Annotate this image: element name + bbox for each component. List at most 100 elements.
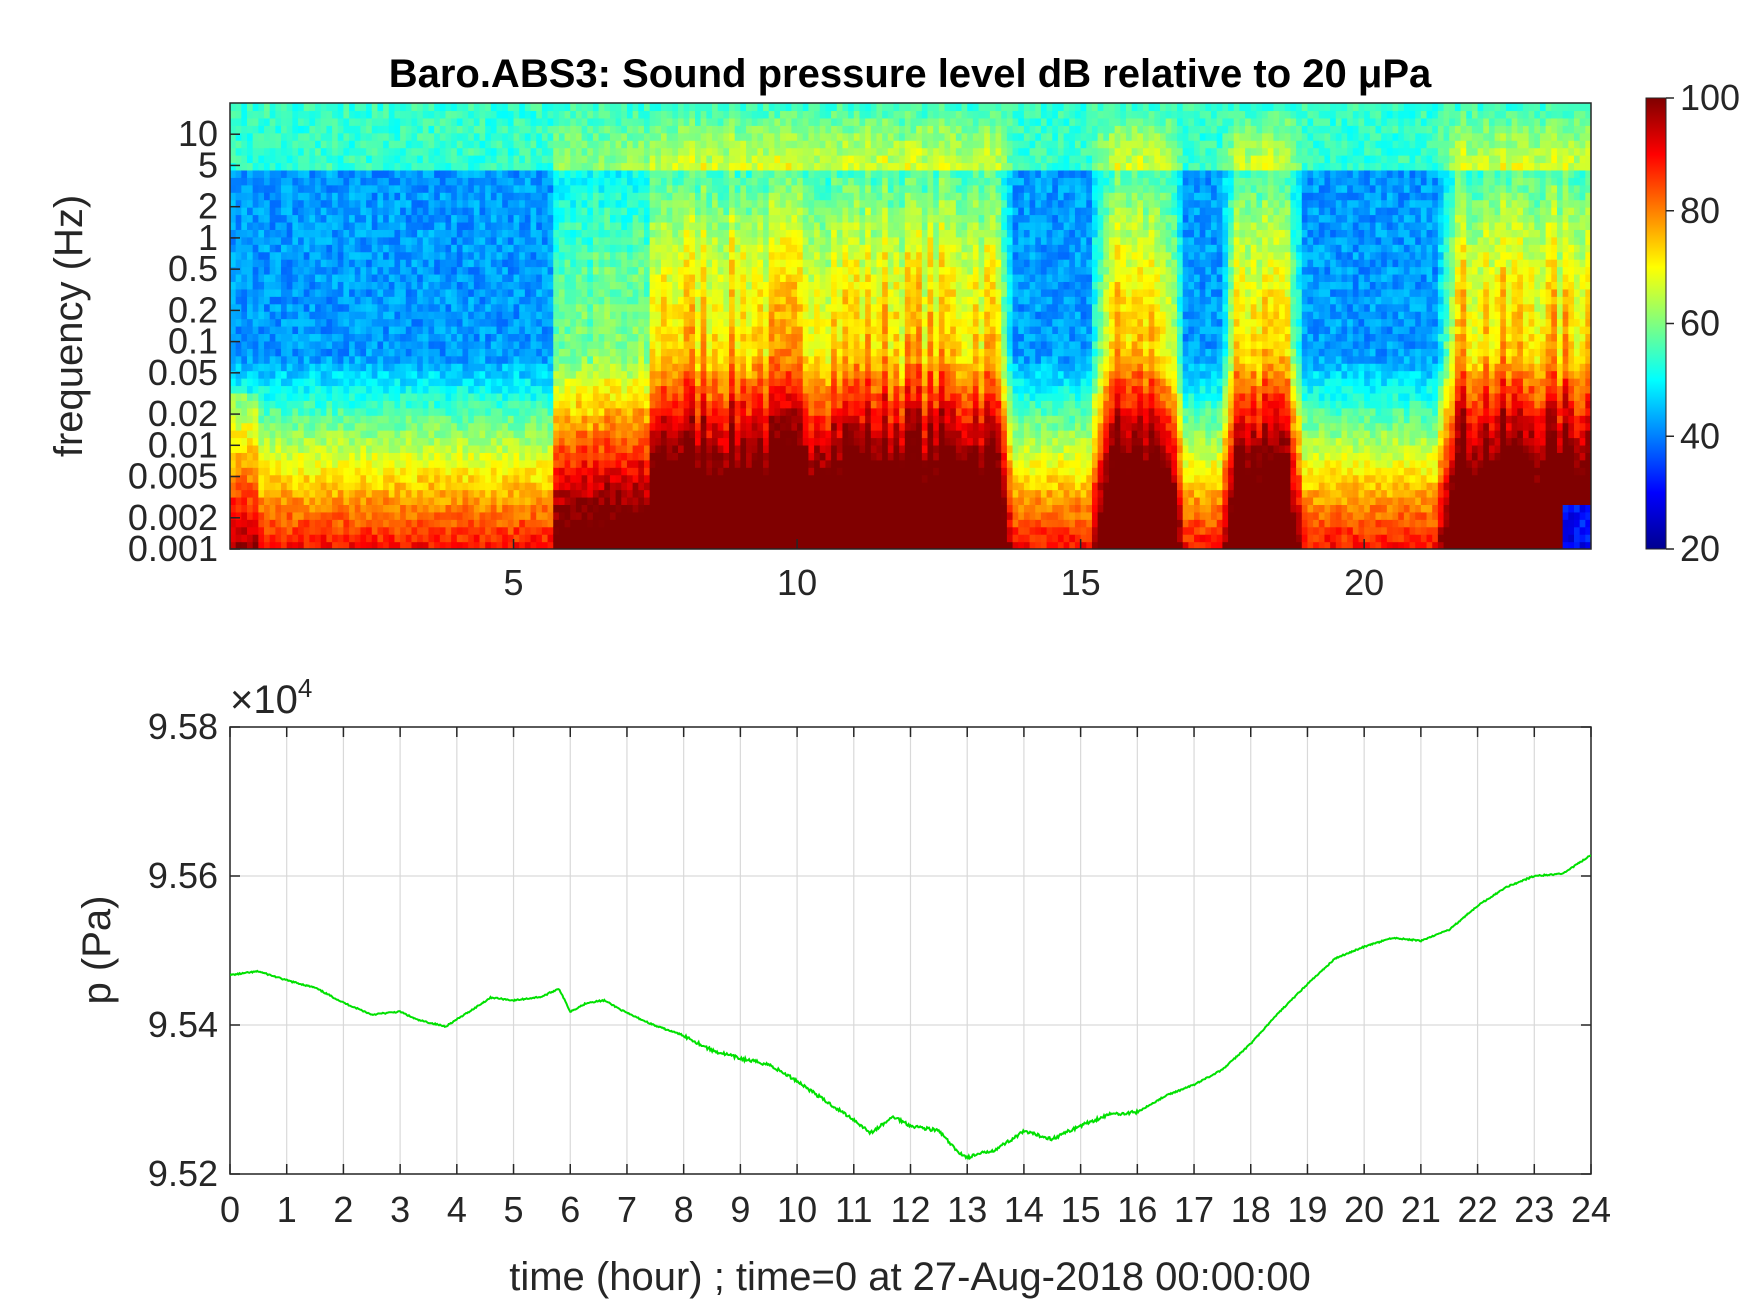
spectrogram-cell bbox=[428, 489, 435, 498]
spectrogram-cell bbox=[632, 363, 639, 372]
spectrogram-cell bbox=[332, 266, 339, 275]
spectrogram-cell bbox=[632, 244, 639, 253]
spectrogram-cell bbox=[564, 541, 571, 549]
spectrogram-cell bbox=[235, 363, 242, 372]
spectrogram-cell bbox=[337, 110, 345, 119]
spectrogram-cell bbox=[660, 489, 668, 498]
spectrogram-cell bbox=[575, 288, 583, 297]
spectrogram-cell bbox=[337, 169, 345, 178]
spectrogram-cell bbox=[388, 288, 396, 297]
spectrogram-cell bbox=[666, 444, 673, 453]
spectrogram-cell bbox=[598, 422, 605, 431]
spectrogram-cell bbox=[337, 519, 345, 528]
spectrogram-cell bbox=[598, 519, 605, 528]
spectrogram-cell bbox=[695, 541, 702, 549]
spectrogram-cell bbox=[575, 326, 583, 335]
spectrogram-cell bbox=[343, 140, 350, 149]
spectrogram-cell bbox=[400, 281, 407, 290]
spectrogram-cell bbox=[587, 266, 594, 275]
spectrogram-cell bbox=[683, 415, 690, 424]
spectrogram-cell bbox=[343, 184, 350, 193]
spectrogram-cell bbox=[383, 407, 390, 416]
spectrogram-cell bbox=[513, 132, 520, 141]
spectrogram-cell bbox=[252, 214, 259, 223]
spectrogram-cell bbox=[349, 229, 356, 238]
spectrogram-cell bbox=[422, 459, 430, 468]
spectrogram-cell bbox=[558, 400, 566, 409]
spectrogram-cell bbox=[615, 192, 622, 201]
spectrogram-cell bbox=[541, 541, 549, 549]
spectrogram-cell bbox=[264, 266, 271, 275]
spectrogram-cell bbox=[422, 177, 430, 186]
spectrogram-cell bbox=[230, 273, 237, 282]
spectrogram-cell bbox=[434, 504, 441, 513]
spectrogram-cell bbox=[269, 169, 276, 178]
spectrogram-cell bbox=[462, 482, 469, 491]
spectrogram-cell bbox=[377, 378, 384, 387]
spectrogram-cell bbox=[660, 474, 668, 483]
spectrogram-cell bbox=[400, 192, 407, 201]
spectrogram-cell bbox=[456, 363, 464, 372]
spectrogram-cell bbox=[298, 244, 305, 253]
spectrogram-cell bbox=[672, 333, 679, 342]
spectrogram-cell bbox=[683, 155, 690, 164]
spectrogram-cell bbox=[371, 534, 379, 543]
spectrogram-cell bbox=[400, 199, 407, 208]
spectrogram-cell bbox=[536, 244, 543, 253]
spectrogram-cell bbox=[626, 511, 634, 520]
spectrogram-cell bbox=[371, 117, 379, 126]
spectrogram-cell bbox=[241, 400, 248, 409]
spectrogram-cell bbox=[366, 444, 373, 453]
spectrogram-cell bbox=[371, 236, 379, 245]
spectrogram-cell bbox=[496, 288, 503, 297]
spectrogram-cell bbox=[371, 496, 379, 505]
spectrogram-cell bbox=[581, 489, 588, 498]
spectrogram-cell bbox=[383, 296, 390, 305]
spectrogram-cell bbox=[258, 177, 265, 186]
spectrogram-cell bbox=[354, 162, 362, 171]
spectrogram-cell bbox=[428, 363, 435, 372]
spectrogram-cell bbox=[570, 303, 577, 312]
spectrogram-cell bbox=[581, 422, 588, 431]
spectrogram-cell bbox=[621, 236, 628, 245]
spectrogram-cell bbox=[485, 251, 492, 260]
spectrogram-cell bbox=[462, 140, 469, 149]
spectrogram-cell bbox=[609, 214, 617, 223]
spectrogram-cell bbox=[519, 103, 526, 112]
spectrogram-cell bbox=[258, 392, 265, 401]
spectrogram-cell bbox=[643, 184, 651, 193]
spectrogram-cell bbox=[558, 214, 566, 223]
spectrogram-cell bbox=[592, 192, 600, 201]
spectrogram-cell bbox=[269, 482, 276, 491]
spectrogram-cell bbox=[360, 333, 367, 342]
spectrogram-cell bbox=[281, 155, 288, 164]
spectrogram-cell bbox=[587, 422, 594, 431]
spectrogram-cell bbox=[377, 244, 384, 253]
spectrogram-cell bbox=[417, 511, 424, 520]
spectrogram-cell bbox=[632, 266, 639, 275]
spectrogram-cell bbox=[581, 482, 588, 491]
spectrogram-cell bbox=[587, 207, 594, 216]
spectrogram-cell bbox=[388, 281, 396, 290]
spectrogram-cell bbox=[519, 266, 526, 275]
spectrogram-cell bbox=[337, 415, 345, 424]
spectrogram-cell bbox=[360, 370, 367, 379]
spectrogram-cell bbox=[615, 511, 622, 520]
spectrogram-cell bbox=[655, 214, 662, 223]
spectrogram-cell bbox=[581, 273, 588, 282]
spectrogram-cell bbox=[275, 110, 282, 119]
spectrogram-cell bbox=[405, 340, 413, 349]
spectrogram-cell bbox=[360, 132, 367, 141]
spectrogram-cell bbox=[275, 422, 282, 431]
spectrogram-cell bbox=[575, 504, 583, 513]
spectrogram-cell bbox=[468, 199, 475, 208]
spectrogram-cell bbox=[258, 184, 265, 193]
spectrogram-cell bbox=[592, 162, 600, 171]
spectrogram-cell bbox=[439, 221, 447, 230]
spectrogram-cell bbox=[587, 117, 594, 126]
spectrogram-cell bbox=[235, 392, 242, 401]
spectrogram-cell bbox=[547, 177, 554, 186]
spectrogram-cell bbox=[615, 363, 622, 372]
spectrogram-cell bbox=[417, 236, 424, 245]
spectrogram-cell bbox=[451, 444, 458, 453]
